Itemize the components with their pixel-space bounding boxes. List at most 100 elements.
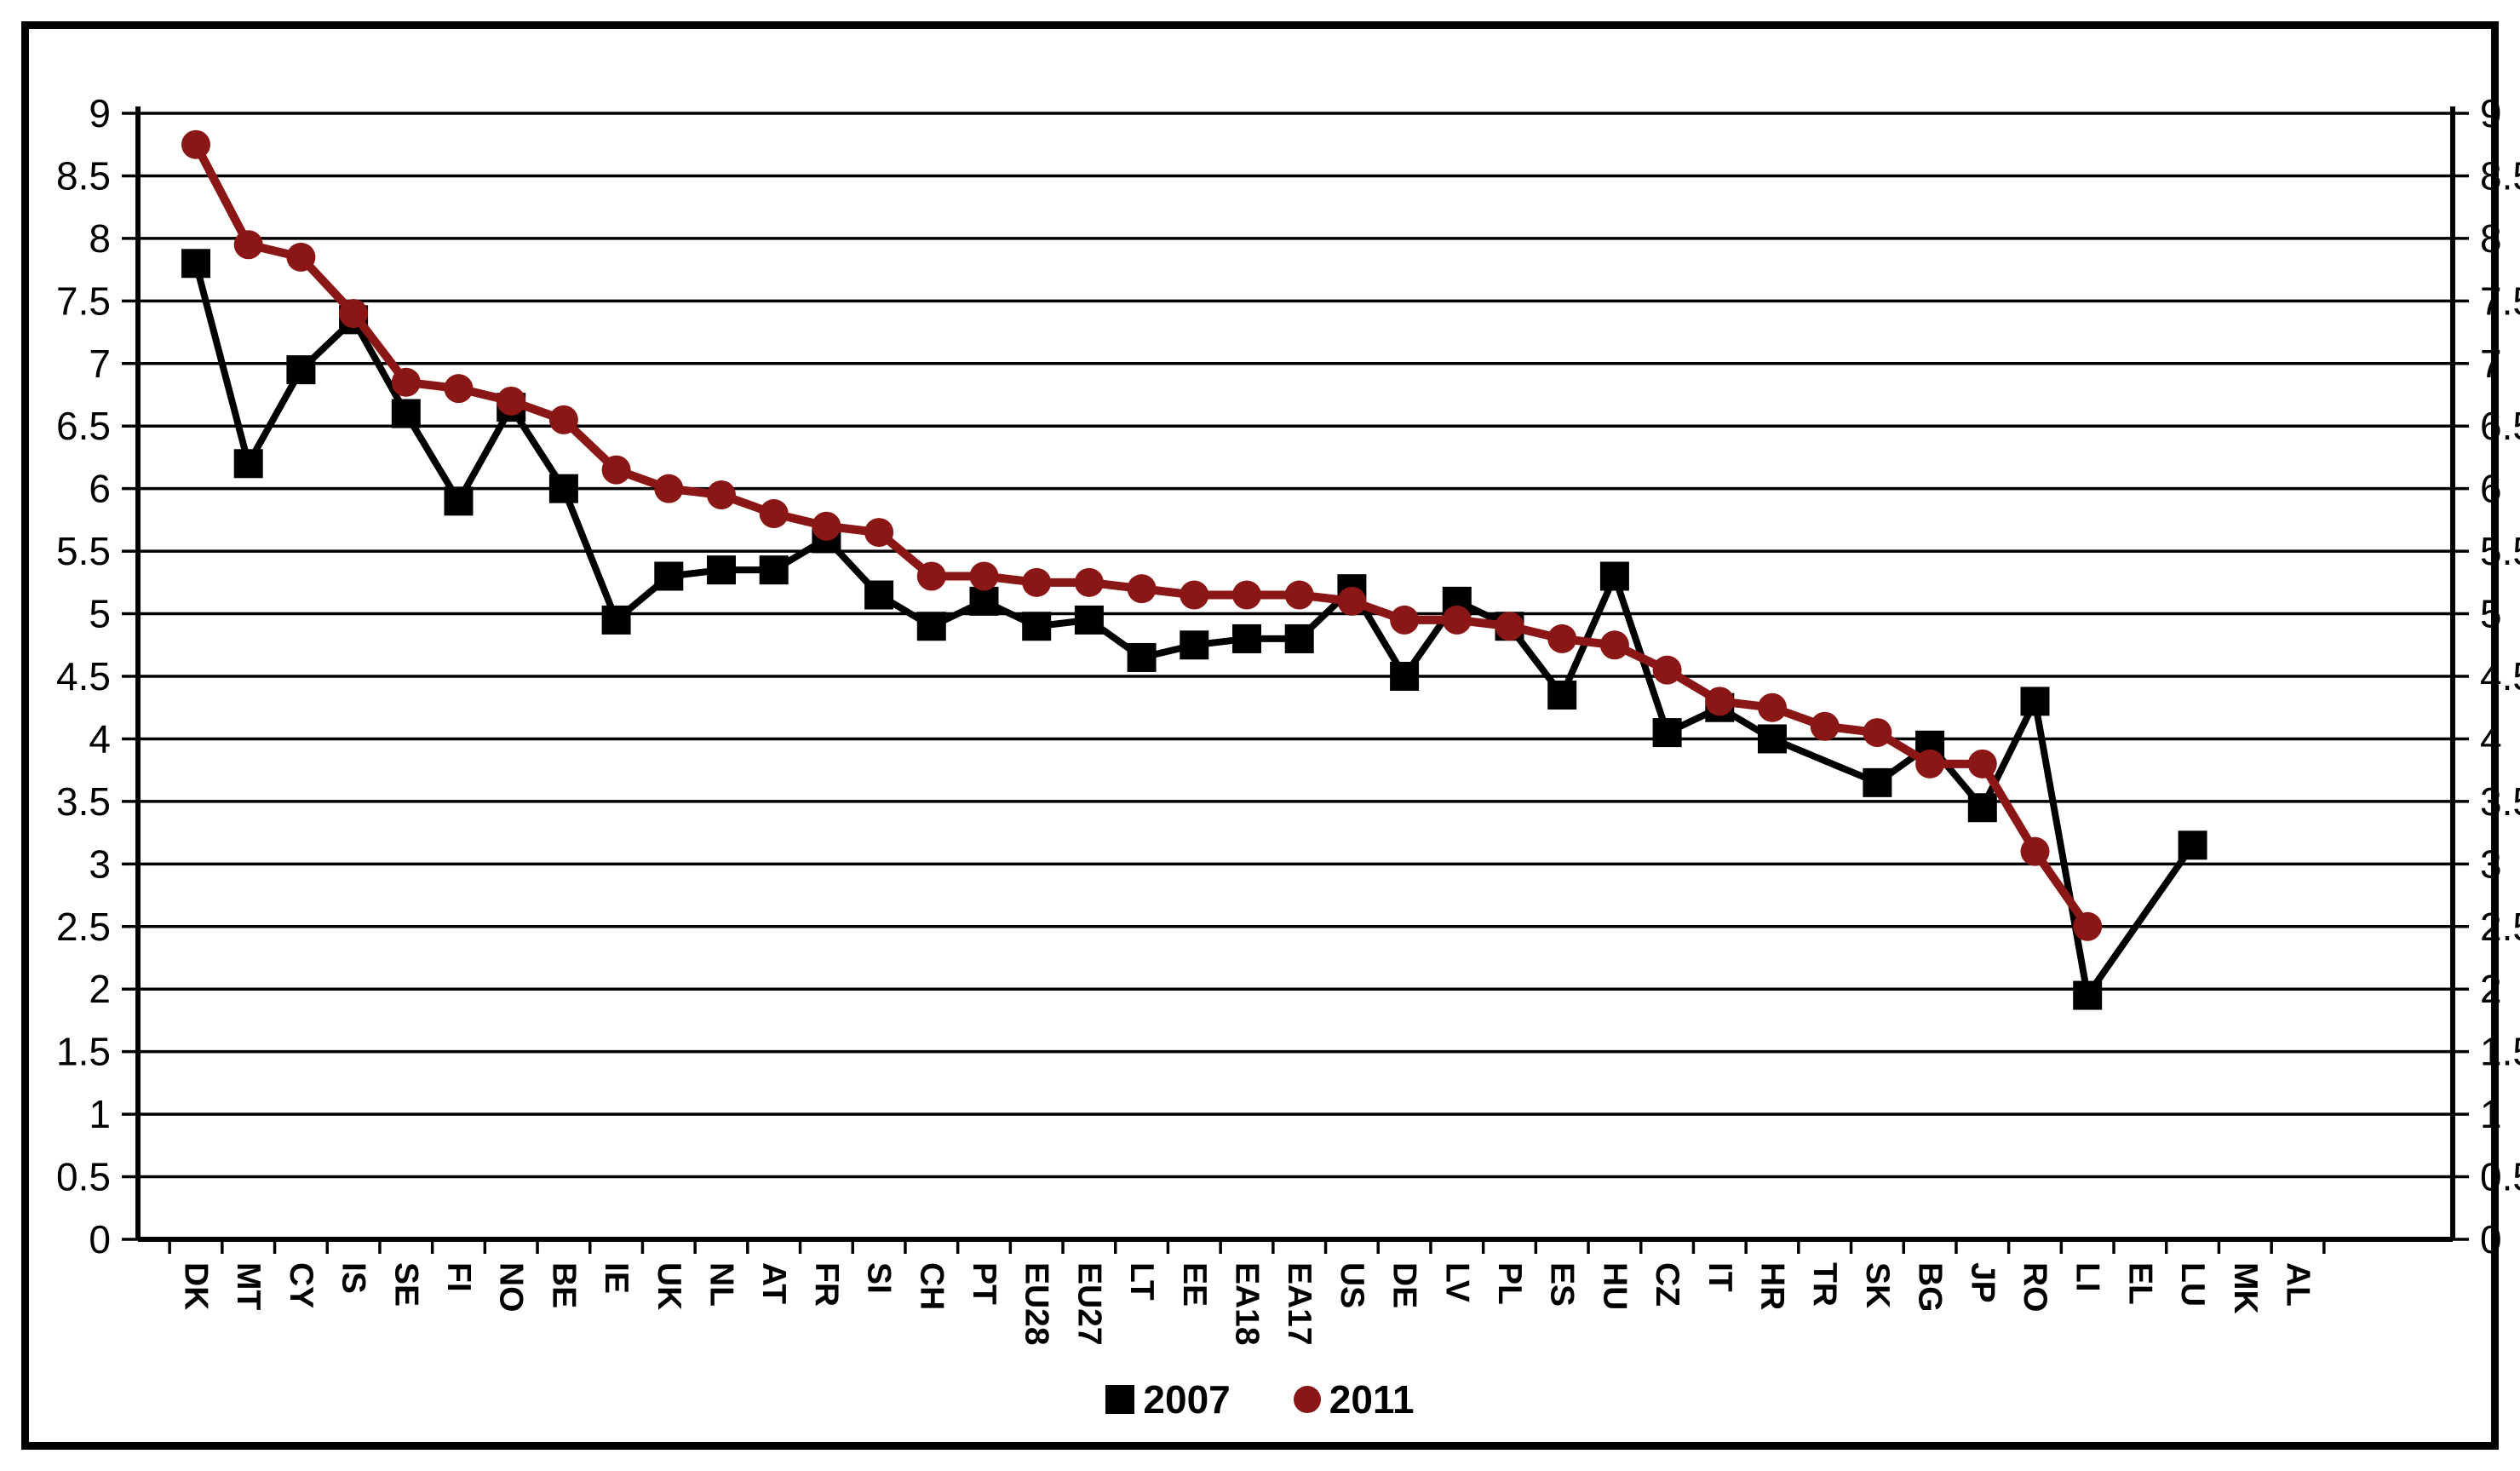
x-axis-tick-label: LU [2174, 1262, 2211, 1307]
marker-circle-2011 [1810, 711, 1840, 741]
marker-circle-2011 [1284, 580, 1314, 610]
marker-square-2007 [1074, 605, 1104, 635]
marker-circle-2011 [759, 499, 789, 529]
marker-circle-2011 [1232, 580, 1261, 610]
y-axis-tick-label-right: 8 [2480, 216, 2502, 261]
x-axis-tick-label: EA17 [1281, 1262, 1317, 1346]
x-axis-tick-label: FR [808, 1262, 845, 1307]
marker-square-2007 [654, 561, 684, 591]
legend-item-2011: 2011 [1293, 1377, 1415, 1422]
marker-circle-2011 [181, 129, 210, 159]
marker-square-2007 [286, 355, 316, 385]
marker-square-2007 [1180, 630, 1209, 660]
marker-circle-2011 [916, 561, 946, 591]
marker-square-2007 [1284, 623, 1314, 653]
marker-circle-2011 [1390, 605, 1420, 635]
marker-square-2007 [1599, 561, 1629, 591]
y-axis-tick-label-right: 2 [2480, 967, 2502, 1011]
chart-legend: 2007 2011 [0, 1370, 2520, 1429]
x-axis-tick-label: LT [1123, 1262, 1160, 1301]
x-axis-tick-label: EU27 [1071, 1262, 1107, 1346]
y-axis-tick-label-left: 2.5 [56, 905, 111, 949]
x-axis-tick-label: HU [1596, 1262, 1633, 1310]
marker-square-2007 [1022, 612, 1052, 641]
marker-square-2007 [233, 449, 263, 479]
y-axis-tick-label-right: 4 [2480, 716, 2502, 761]
marker-circle-2011 [654, 474, 684, 503]
marker-square-2007 [2020, 687, 2050, 716]
x-axis-tick-label: NL [703, 1262, 740, 1307]
y-axis-tick-label-right: 4.5 [2480, 654, 2520, 698]
x-axis-tick-label: EE [1176, 1262, 1213, 1307]
marker-circle-2011 [2073, 911, 2103, 941]
marker-square-2007 [2073, 980, 2103, 1010]
x-axis-tick-label: SK [1859, 1262, 1896, 1308]
marker-circle-2011 [444, 374, 474, 404]
x-axis-tick-label: IT [1702, 1262, 1738, 1292]
x-axis-tick-label: MT [230, 1262, 267, 1310]
x-axis-tick-label: US [1334, 1262, 1370, 1308]
x-axis-tick-label: LV [1438, 1262, 1475, 1302]
marker-square-2007 [548, 474, 578, 503]
x-axis-tick-label: CY [283, 1262, 319, 1308]
marker-circle-2011 [1599, 630, 1629, 660]
legend-label-2007: 2007 [1143, 1377, 1231, 1422]
y-axis-tick-label-right: 3.5 [2480, 779, 2520, 824]
x-axis-tick-label: MK [2227, 1262, 2264, 1314]
marker-circle-2011 [1758, 692, 1787, 722]
x-axis-tick-label: EA18 [1229, 1262, 1266, 1346]
y-axis-tick-label-left: 0 [89, 1217, 111, 1261]
marker-circle-2011 [286, 242, 316, 272]
y-axis-tick-label-right: 1 [2480, 1092, 2502, 1136]
y-axis-tick-label-left: 3 [89, 842, 111, 886]
marker-circle-2011 [707, 480, 736, 510]
y-axis-tick-label-right: 1.5 [2480, 1030, 2520, 1074]
marker-circle-2011 [1863, 718, 1892, 748]
y-axis-tick-label-left: 9 [89, 91, 111, 135]
y-axis-tick-label-left: 3.5 [56, 779, 111, 824]
y-axis-tick-label-right: 0.5 [2480, 1155, 2520, 1199]
marker-square-2007 [1652, 718, 1682, 748]
y-axis-tick-label-right: 3 [2480, 842, 2502, 886]
y-axis-tick-label-left: 4.5 [56, 654, 111, 698]
legend-circle-icon [1293, 1386, 1321, 1413]
x-axis-tick-label: LI [2069, 1262, 2106, 1292]
series-line-2011 [192, 142, 2092, 929]
x-axis-tick-label: NO [493, 1262, 530, 1313]
x-axis-tick-label: PL [1491, 1262, 1528, 1305]
y-axis-tick-label-left: 4 [89, 716, 111, 761]
marker-circle-2011 [1074, 567, 1104, 597]
marker-circle-2011 [2020, 836, 2050, 866]
marker-square-2007 [181, 249, 210, 279]
y-axis-tick-label-left: 7 [89, 342, 111, 386]
x-axis-tick-label: BG [1912, 1262, 1949, 1313]
legend-square-icon [1105, 1385, 1135, 1414]
x-axis-tick-label: CZ [1649, 1262, 1685, 1307]
x-axis-tick-label: AT [755, 1262, 792, 1304]
x-axis-tick-label: SE [387, 1262, 424, 1307]
y-axis-tick-label-right: 5 [2480, 592, 2502, 636]
legend-label-2011: 2011 [1329, 1377, 1415, 1422]
x-axis-tick-label: AL [2280, 1262, 2316, 1307]
marker-circle-2011 [1127, 574, 1157, 604]
x-axis-tick-label: DE [1386, 1262, 1423, 1308]
y-axis-tick-label-right: 5.5 [2480, 529, 2520, 573]
y-axis-tick-label-right: 0 [2480, 1217, 2502, 1261]
marker-circle-2011 [391, 367, 421, 397]
chart-frame [21, 21, 2499, 1450]
marker-circle-2011 [1442, 605, 1472, 635]
y-axis-tick-label-right: 9 [2480, 91, 2502, 135]
x-axis-tick-label: BE [545, 1262, 582, 1308]
legend-item-2007: 2007 [1105, 1377, 1231, 1422]
marker-square-2007 [1232, 623, 1261, 653]
marker-square-2007 [759, 555, 789, 585]
marker-square-2007 [1127, 642, 1157, 672]
y-axis-tick-label-left: 1 [89, 1092, 111, 1136]
y-axis-tick-label-right: 6 [2480, 467, 2502, 511]
x-axis-tick-label: CH [913, 1262, 950, 1310]
marker-circle-2011 [1495, 612, 1524, 641]
x-axis-tick-label: UK [651, 1262, 687, 1310]
marker-square-2007 [1758, 724, 1787, 754]
